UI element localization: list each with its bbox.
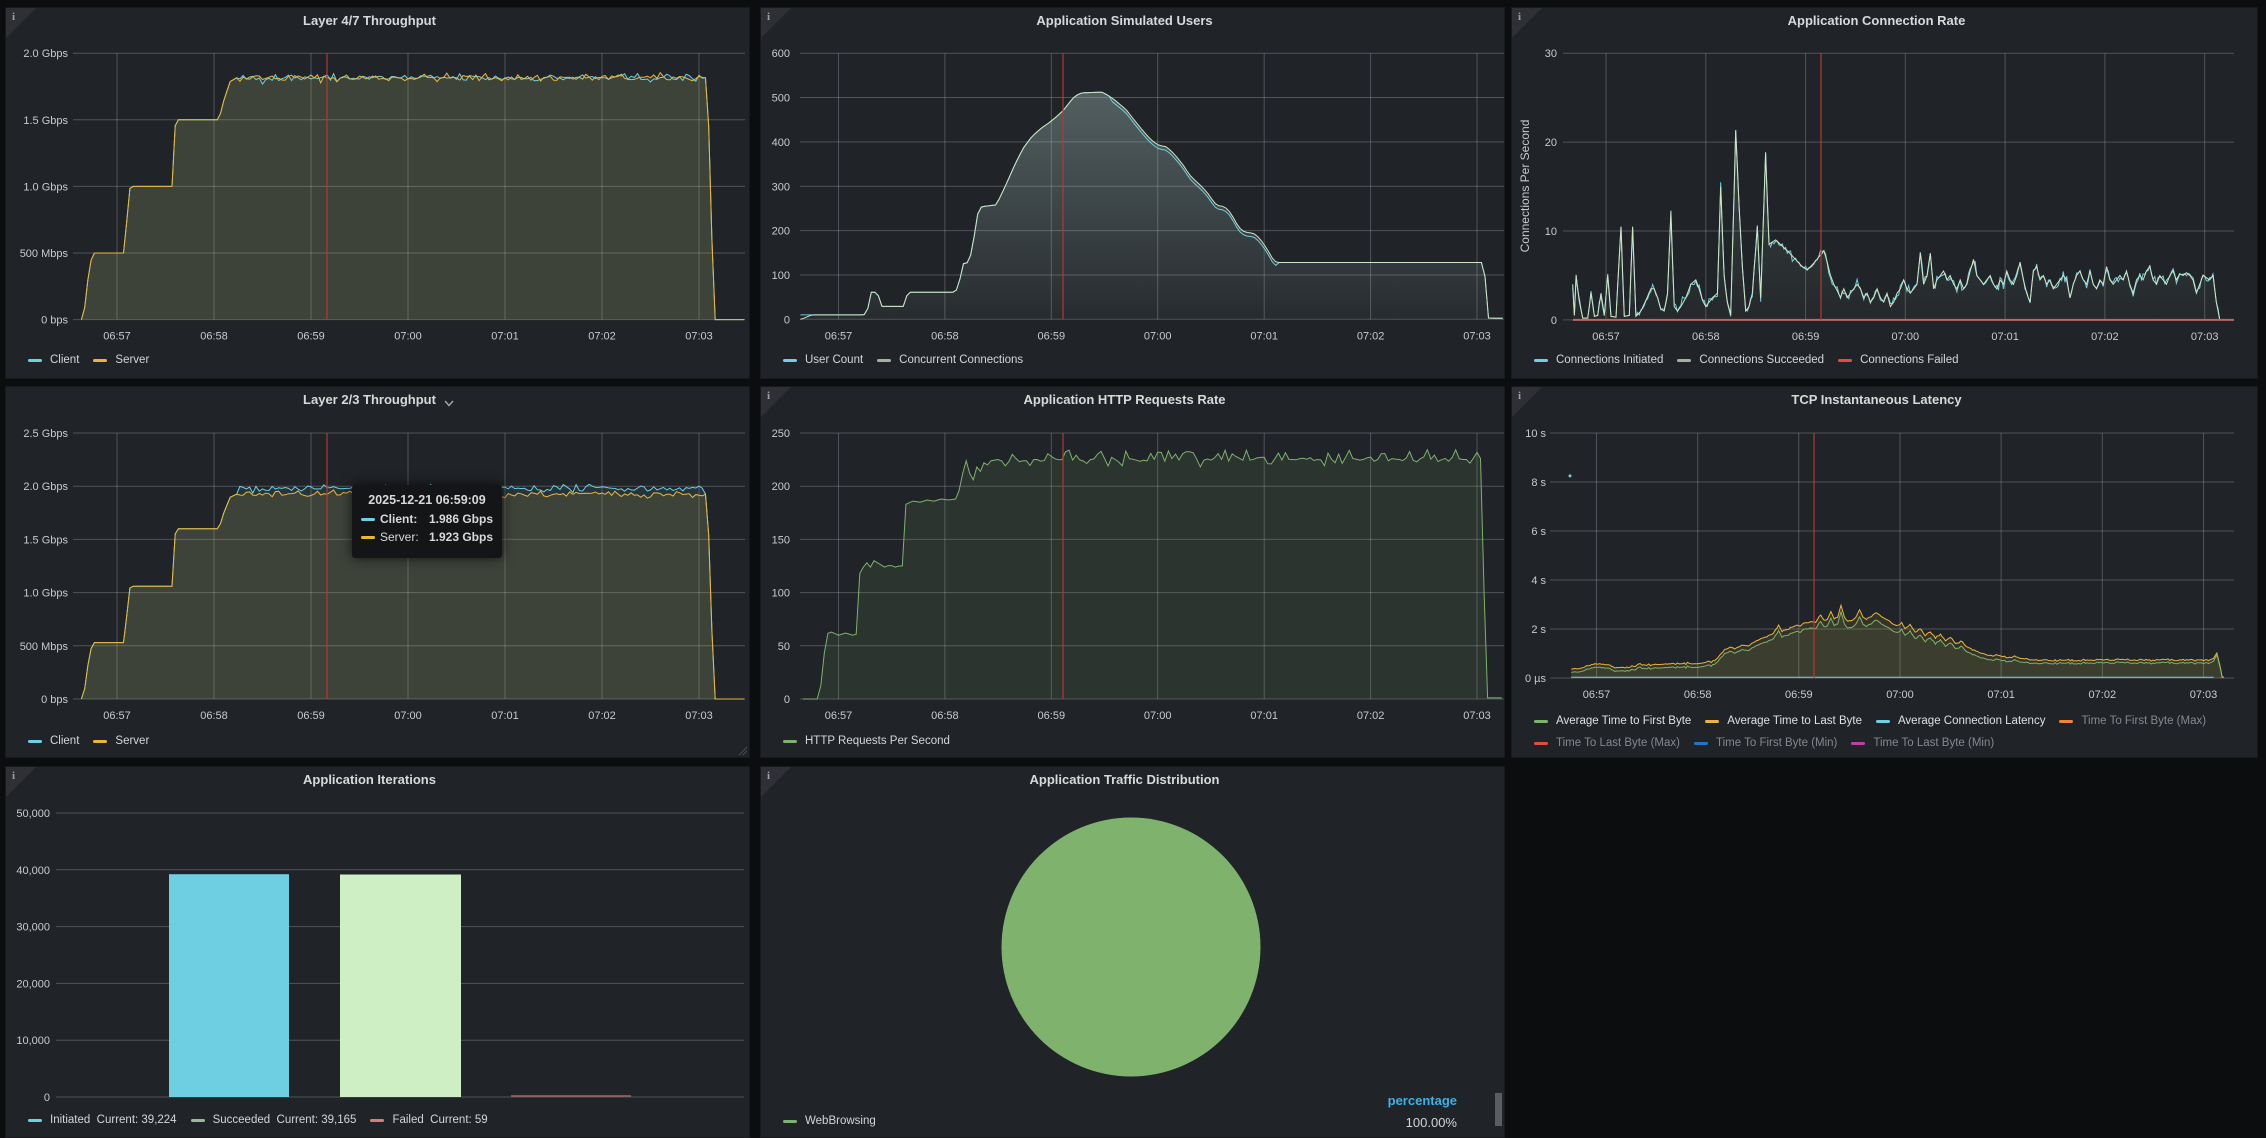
svg-text:07:03: 07:03 [1463, 710, 1491, 722]
svg-text:06:57: 06:57 [1592, 331, 1620, 343]
svg-text:07:00: 07:00 [394, 710, 422, 722]
svg-text:06:58: 06:58 [931, 330, 959, 342]
svg-text:2 s: 2 s [1531, 624, 1546, 636]
svg-text:07:02: 07:02 [2091, 331, 2119, 343]
svg-text:500 Mbps: 500 Mbps [20, 248, 69, 260]
svg-text:1.5 Gbps: 1.5 Gbps [23, 534, 68, 546]
svg-text:07:01: 07:01 [1250, 710, 1278, 722]
svg-text:06:59: 06:59 [297, 331, 325, 343]
svg-text:07:02: 07:02 [2089, 689, 2117, 701]
svg-text:0: 0 [784, 694, 790, 706]
svg-text:06:58: 06:58 [931, 710, 959, 722]
svg-text:30,000: 30,000 [16, 922, 50, 934]
svg-text:06:57: 06:57 [103, 331, 131, 343]
svg-text:500 Mbps: 500 Mbps [20, 641, 69, 653]
svg-text:150: 150 [772, 534, 790, 546]
svg-text:0: 0 [44, 1092, 50, 1104]
svg-text:20: 20 [1545, 137, 1557, 149]
svg-text:1.5 Gbps: 1.5 Gbps [23, 115, 68, 127]
svg-text:07:01: 07:01 [1987, 689, 2015, 701]
svg-text:07:01: 07:01 [1991, 331, 2019, 343]
svg-text:06:59: 06:59 [1038, 710, 1066, 722]
svg-text:07:02: 07:02 [1357, 710, 1385, 722]
svg-text:07:03: 07:03 [2191, 331, 2219, 343]
svg-text:200: 200 [772, 481, 790, 493]
svg-text:0 bps: 0 bps [41, 694, 68, 706]
svg-text:07:03: 07:03 [685, 331, 713, 343]
svg-text:06:59: 06:59 [297, 710, 325, 722]
svg-text:07:03: 07:03 [1463, 330, 1491, 342]
svg-text:400: 400 [772, 137, 790, 149]
svg-text:06:57: 06:57 [1583, 689, 1611, 701]
svg-text:250: 250 [772, 428, 790, 440]
svg-text:07:00: 07:00 [1144, 710, 1172, 722]
svg-text:30: 30 [1545, 48, 1557, 60]
svg-text:40,000: 40,000 [16, 865, 50, 877]
svg-text:07:01: 07:01 [1250, 330, 1278, 342]
svg-text:6 s: 6 s [1531, 526, 1546, 538]
svg-text:06:57: 06:57 [103, 710, 131, 722]
svg-text:06:57: 06:57 [825, 330, 853, 342]
svg-text:06:59: 06:59 [1785, 689, 1813, 701]
svg-text:06:57: 06:57 [825, 710, 853, 722]
svg-text:2.5 Gbps: 2.5 Gbps [23, 428, 68, 440]
svg-text:0: 0 [1551, 315, 1557, 327]
svg-text:10 s: 10 s [1525, 428, 1546, 440]
svg-text:50,000: 50,000 [16, 808, 50, 820]
svg-text:200: 200 [772, 226, 790, 238]
svg-text:07:00: 07:00 [1144, 330, 1172, 342]
svg-text:0 bps: 0 bps [41, 315, 68, 327]
svg-text:06:59: 06:59 [1038, 330, 1066, 342]
svg-text:06:59: 06:59 [1792, 331, 1820, 343]
svg-text:100: 100 [772, 588, 790, 600]
svg-text:Connections Per Second: Connections Per Second [1518, 120, 1532, 253]
svg-text:07:02: 07:02 [1357, 330, 1385, 342]
svg-text:10: 10 [1545, 226, 1557, 238]
svg-text:50: 50 [778, 641, 790, 653]
svg-text:07:02: 07:02 [588, 710, 616, 722]
svg-text:07:00: 07:00 [394, 331, 422, 343]
svg-text:06:58: 06:58 [200, 331, 228, 343]
svg-text:1.0 Gbps: 1.0 Gbps [23, 181, 68, 193]
svg-text:2.0 Gbps: 2.0 Gbps [23, 48, 68, 60]
svg-text:0: 0 [784, 314, 790, 326]
svg-text:600: 600 [772, 48, 790, 60]
svg-text:1.0 Gbps: 1.0 Gbps [23, 588, 68, 600]
svg-text:8 s: 8 s [1531, 477, 1546, 489]
svg-text:07:00: 07:00 [1892, 331, 1920, 343]
svg-text:2.0 Gbps: 2.0 Gbps [23, 481, 68, 493]
svg-text:20,000: 20,000 [16, 978, 50, 990]
svg-text:4 s: 4 s [1531, 575, 1546, 587]
svg-text:07:03: 07:03 [2190, 689, 2218, 701]
svg-text:06:58: 06:58 [200, 710, 228, 722]
svg-text:500: 500 [772, 93, 790, 105]
svg-text:100: 100 [772, 270, 790, 282]
svg-text:07:01: 07:01 [491, 710, 519, 722]
svg-text:07:01: 07:01 [491, 331, 519, 343]
svg-text:06:58: 06:58 [1692, 331, 1720, 343]
svg-text:07:02: 07:02 [588, 331, 616, 343]
svg-text:07:00: 07:00 [1886, 689, 1914, 701]
svg-text:10,000: 10,000 [16, 1035, 50, 1047]
svg-text:06:58: 06:58 [1684, 689, 1712, 701]
svg-text:300: 300 [772, 181, 790, 193]
svg-text:07:03: 07:03 [685, 710, 713, 722]
svg-text:0 µs: 0 µs [1525, 673, 1547, 685]
